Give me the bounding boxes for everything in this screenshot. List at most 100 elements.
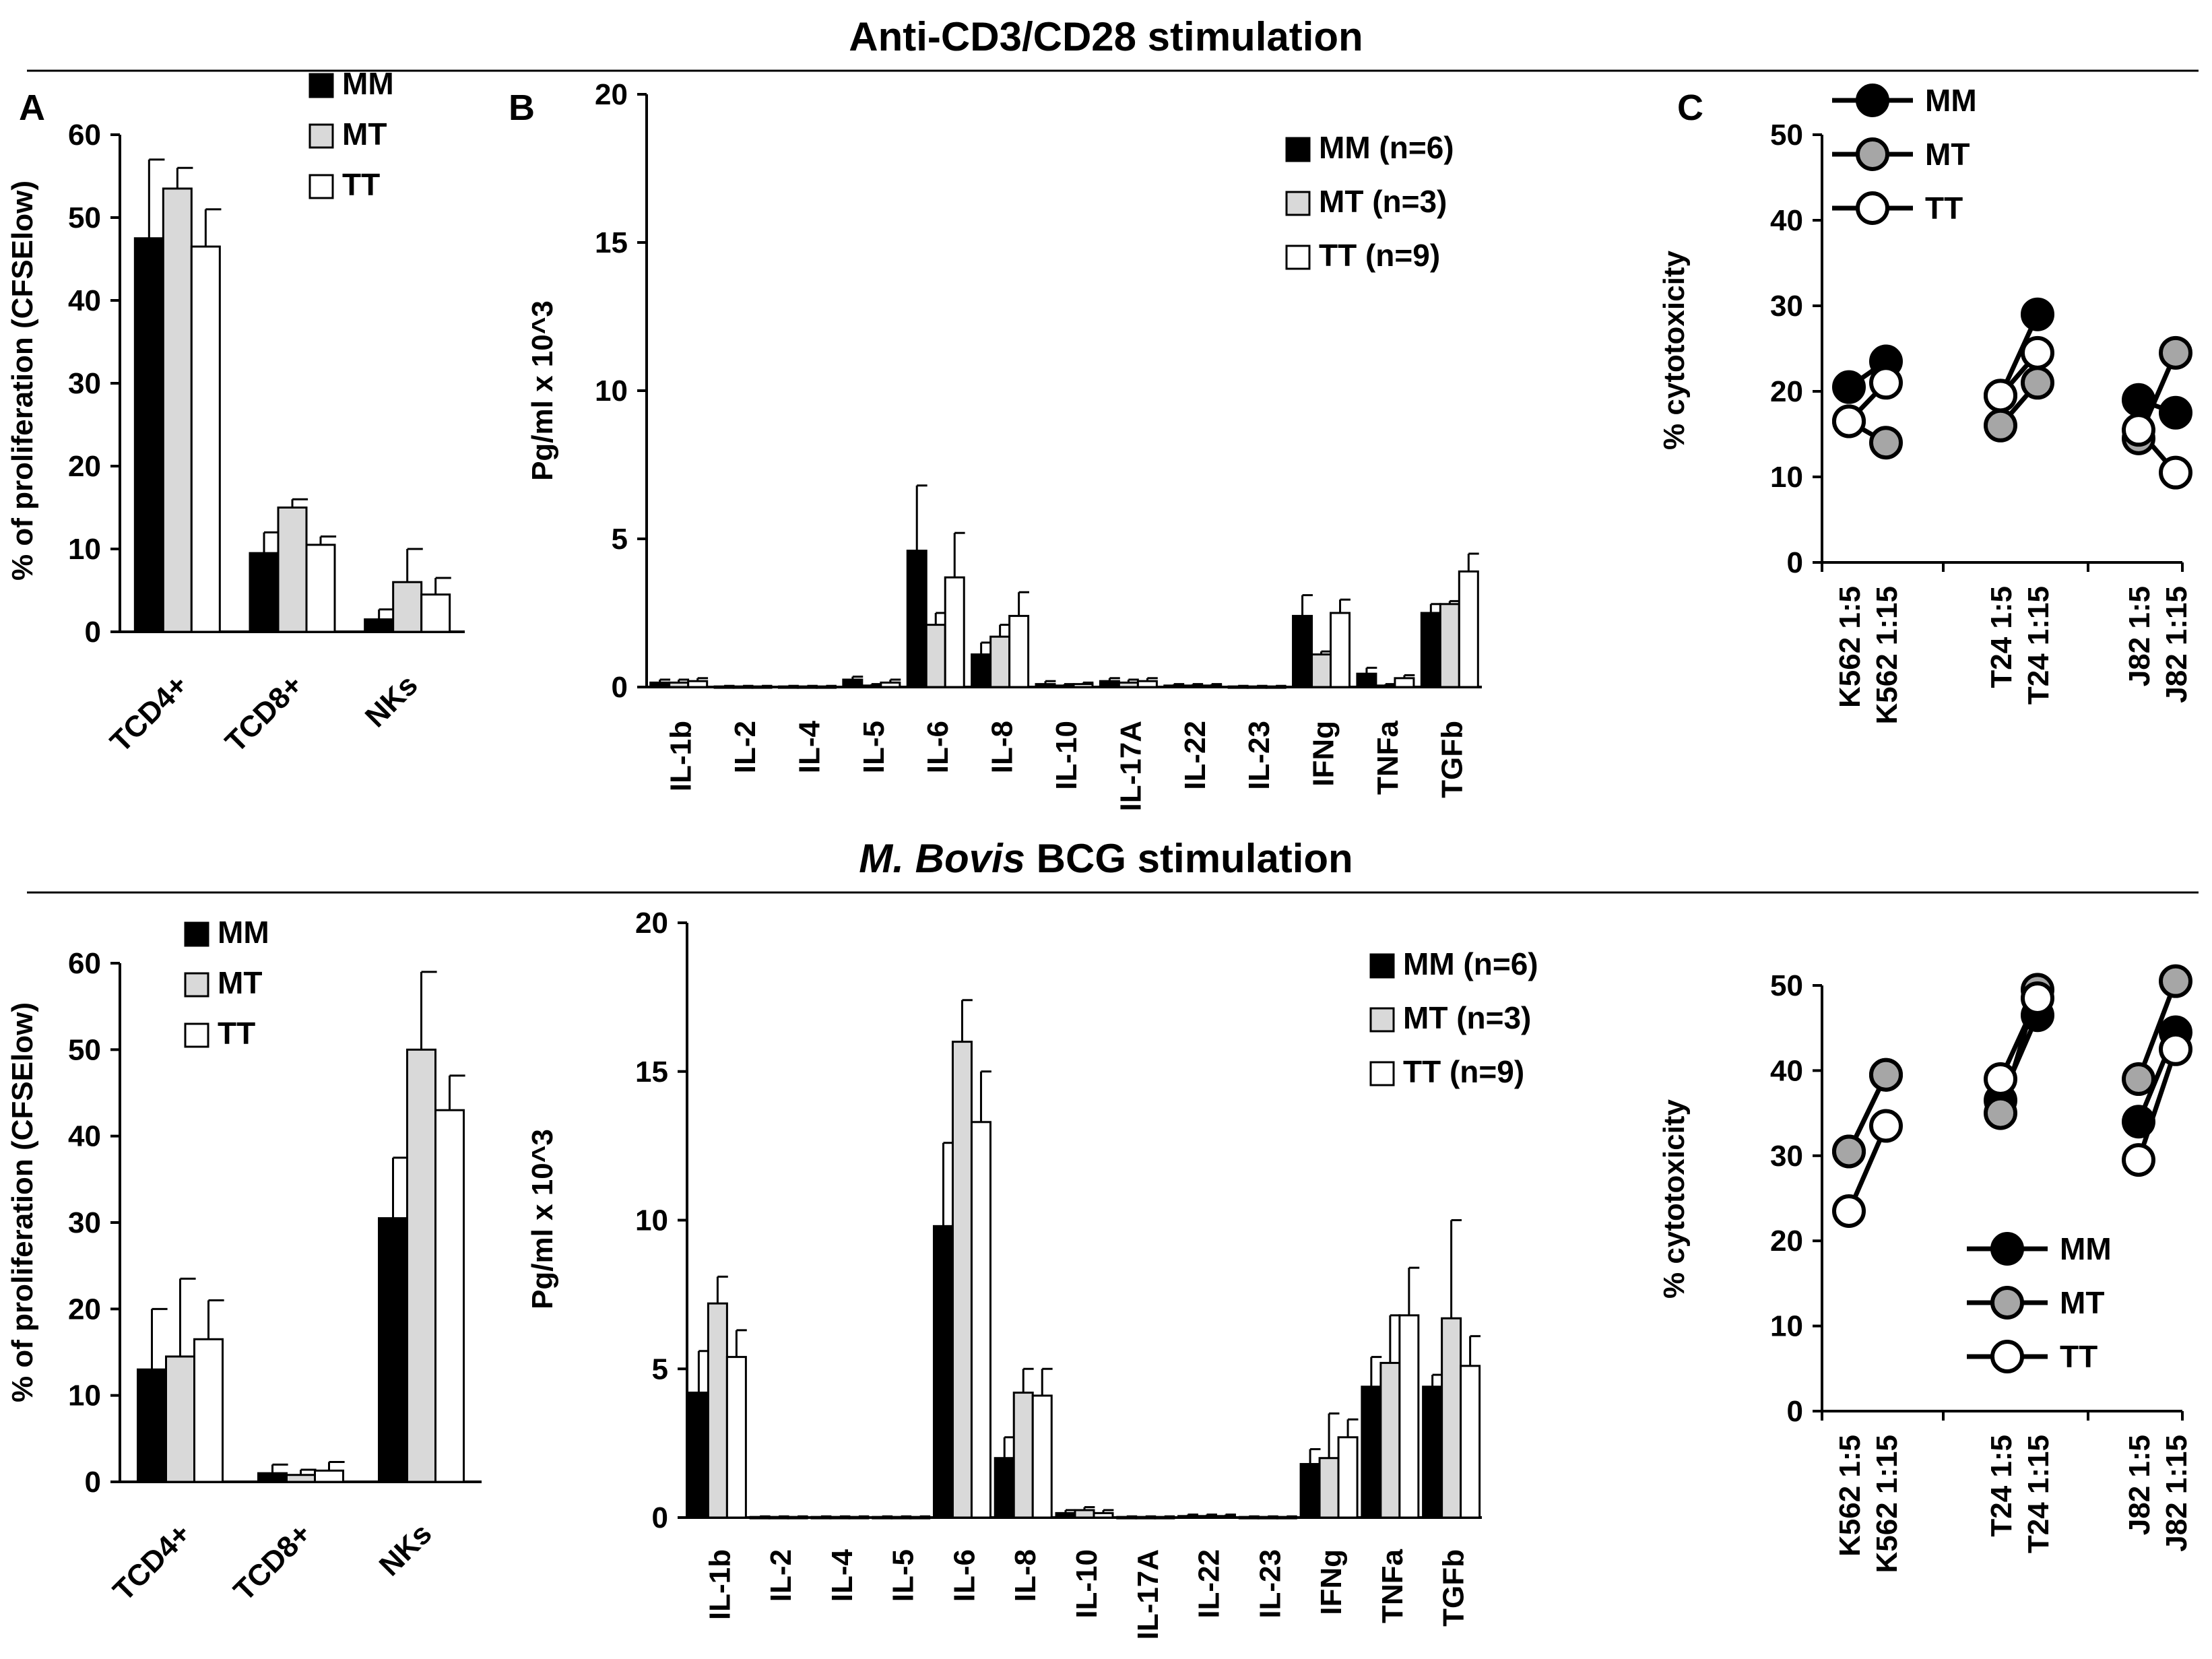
y-tick-label: 10 — [1770, 461, 1803, 494]
x-label: T24 1:15 — [2022, 1435, 2055, 1553]
data-point-mt — [2159, 335, 2192, 370]
bar-mm — [906, 550, 928, 688]
bar-mm — [1356, 672, 1377, 688]
bar-mm — [1292, 614, 1313, 688]
bar-tt — [1031, 1394, 1053, 1519]
bar-mm — [932, 1225, 954, 1519]
category-label: IL-2 — [765, 1549, 798, 1602]
legend-label-tt: TT — [218, 1016, 255, 1051]
panel-tag-b: B — [509, 88, 535, 128]
category-label: TNFa — [1376, 1549, 1409, 1623]
y-tick-label: 15 — [635, 1055, 668, 1088]
category-label: TCD4+ — [107, 1517, 197, 1607]
chart-cytokines-top: 0 5 10 15 20 Pg/ml x 10^3 IL-1b IL-2 IL-4 IL-5 IL-… — [526, 78, 1482, 811]
legend-swatch-tt — [1369, 1061, 1395, 1086]
bar-mm — [378, 1217, 408, 1483]
legend-swatch-mm — [184, 921, 209, 947]
data-point-mt — [1984, 1096, 2017, 1130]
chart-proliferation-top: 0 10 20 30 40 50 60 % of proliferation (CFSElow… — [6, 66, 465, 758]
category-label: IL-8 — [986, 721, 1019, 773]
category-label: IL-10 — [1070, 1549, 1103, 1619]
bar-tt — [1330, 612, 1351, 688]
legend-label-tt: TT — [342, 167, 380, 202]
y-tick-label: 10 — [595, 375, 628, 408]
bar-tt — [190, 245, 221, 633]
bar-mt — [668, 681, 690, 688]
y-tick-label: 50 — [68, 201, 101, 234]
y-tick-label: 0 — [1787, 546, 1803, 579]
bar-mt — [406, 1048, 436, 1483]
y-tick-label: 30 — [68, 1206, 101, 1239]
data-point-mt — [1869, 426, 1903, 460]
category-label: NKs — [359, 668, 424, 734]
bar-mt — [989, 635, 1011, 688]
data-point-tt — [2122, 413, 2155, 447]
category-label: IL-17A — [1132, 1549, 1165, 1639]
bar-mt — [1311, 653, 1332, 688]
legend-label-tt: TT (n=9) — [1319, 238, 1440, 273]
y-axis-label: % cytotoxicity — [1658, 251, 1691, 450]
bar-mm — [994, 1457, 1015, 1519]
category-label: IL-1b — [703, 1549, 736, 1620]
legend-label-tt: TT — [1925, 191, 1963, 226]
bar-mm — [1055, 1511, 1076, 1519]
category-label: IL-2 — [729, 721, 762, 773]
data-point-tt — [1869, 366, 1903, 400]
x-label: K562 1:5 — [1833, 1435, 1866, 1557]
bar-tt — [314, 1469, 344, 1483]
category-label: IL-4 — [826, 1549, 859, 1602]
bar-mm — [649, 681, 671, 688]
data-point-tt — [1832, 404, 1866, 438]
category-label: IFNg — [1307, 721, 1340, 787]
bar-tt — [1215, 1515, 1237, 1519]
y-tick-label: 15 — [595, 226, 628, 259]
legend-label-mm: MM — [1925, 83, 1977, 118]
x-label: J82 1:5 — [2123, 1435, 2156, 1535]
y-tick-label: 20 — [635, 907, 668, 940]
y-tick-label: 5 — [652, 1353, 668, 1386]
legend-marker-mt — [1990, 1286, 2024, 1320]
bar-mt — [1182, 684, 1204, 688]
bar-mm — [1299, 1463, 1321, 1519]
bar-mm — [842, 678, 864, 688]
category-label: TGFb — [1437, 1549, 1470, 1627]
bar-tt — [420, 593, 451, 633]
y-tick-label: 20 — [68, 450, 101, 483]
legend-swatch-tt — [308, 174, 334, 199]
series-line-tt — [2136, 1048, 2178, 1161]
data-point-mt — [2159, 964, 2192, 998]
data-point-tt — [1869, 1109, 1903, 1143]
category-label: IL-5 — [857, 721, 890, 773]
data-point-mt — [2122, 1062, 2155, 1097]
legend-marker-mm — [1856, 84, 1889, 117]
x-label: K562 1:15 — [1871, 586, 1904, 724]
bar-tt — [1201, 684, 1223, 688]
bar-tt — [687, 680, 709, 688]
bar-tt — [1398, 1314, 1420, 1519]
data-point-mm — [2122, 1105, 2155, 1139]
bar-mt — [1012, 1392, 1034, 1519]
x-label: K562 1:5 — [1833, 586, 1866, 708]
y-tick-label: 40 — [68, 1120, 101, 1153]
data-point-mt — [1832, 1134, 1866, 1169]
legend-swatch-mm — [1285, 137, 1311, 162]
legend-label-mm: MM — [2060, 1231, 2112, 1266]
data-point-mt — [1984, 408, 2017, 443]
bar-mt — [925, 624, 946, 688]
bar-tt — [1093, 1511, 1114, 1519]
bar-tt — [305, 544, 336, 633]
data-point-tt — [2159, 1032, 2192, 1066]
y-tick-label: 10 — [68, 533, 101, 566]
y-tick-label: 0 — [85, 616, 101, 649]
x-label: J82 1:5 — [2123, 586, 2156, 686]
y-tick-label: 5 — [612, 523, 628, 556]
data-point-mm — [2159, 395, 2192, 430]
y-tick-label: 40 — [1770, 1054, 1803, 1087]
data-point-tt — [2122, 1143, 2155, 1177]
y-tick-label: 50 — [68, 1033, 101, 1066]
y-tick-label: 60 — [68, 119, 101, 152]
y-tick-label: 0 — [1787, 1395, 1803, 1428]
data-point-mm — [2122, 383, 2155, 417]
x-label: J82 1:15 — [2160, 586, 2193, 703]
legend-swatch-tt — [184, 1022, 209, 1048]
